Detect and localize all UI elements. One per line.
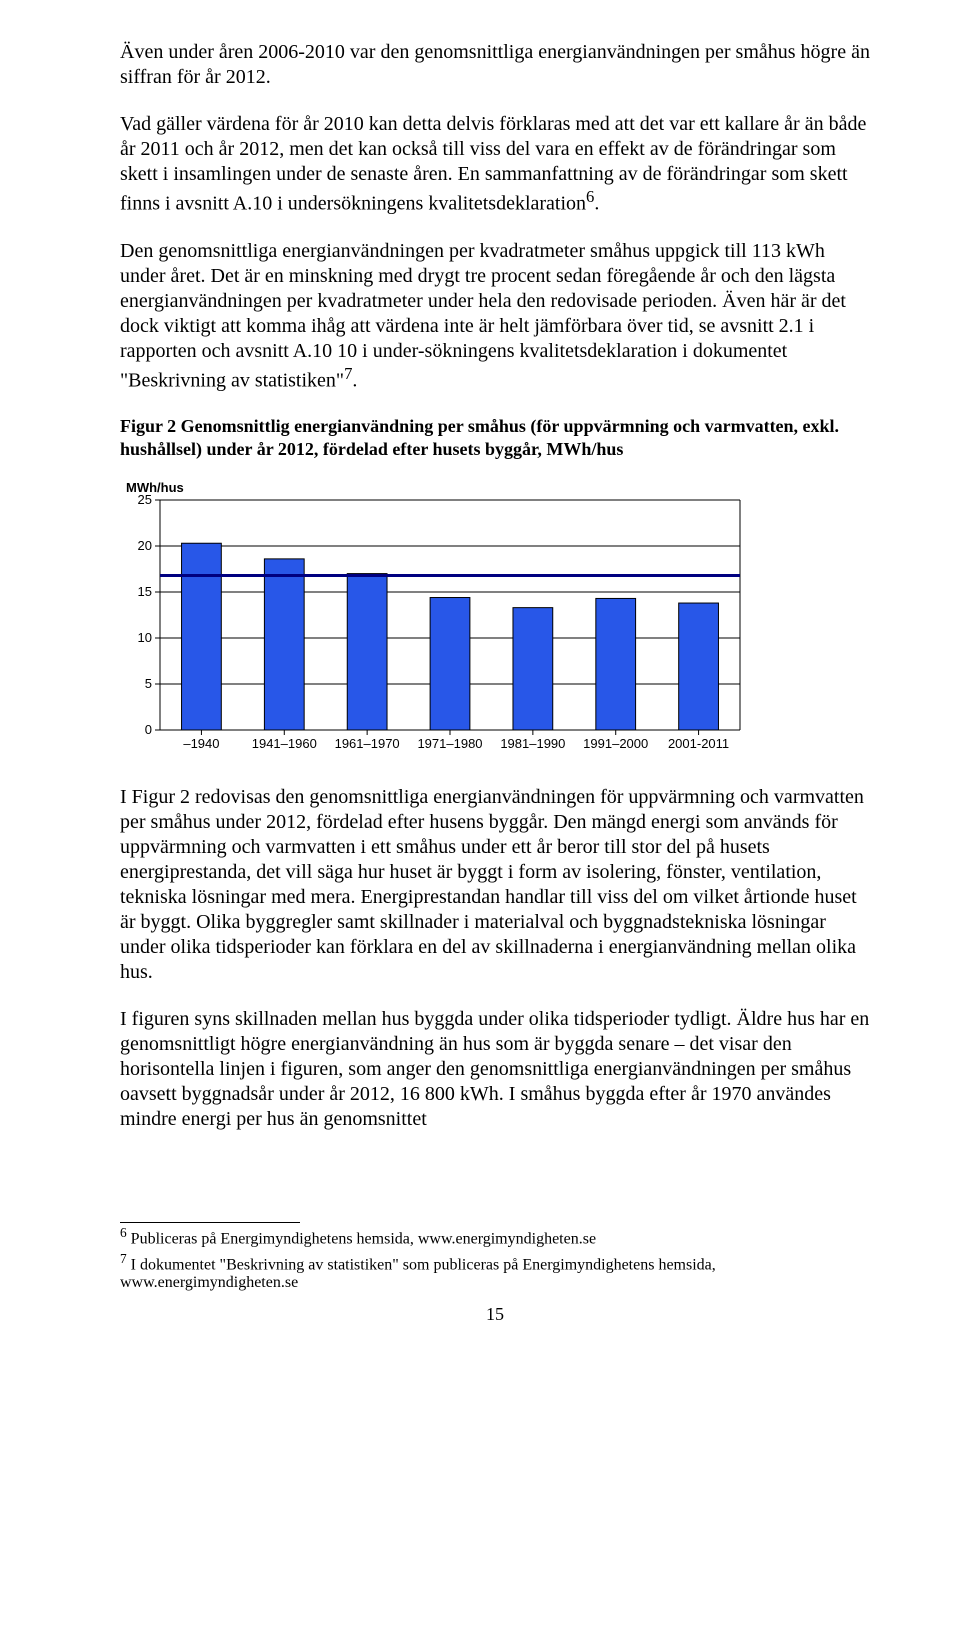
- paragraph-2-text-b: .: [594, 193, 599, 215]
- footnote-6-sup: 6: [120, 1225, 127, 1240]
- paragraph-3-text-a: Den genomsnittliga energianvändningen pe…: [120, 240, 846, 392]
- svg-text:5: 5: [145, 676, 152, 691]
- figure-2-chart: MWh/hus 0 5 10 15 20 25 –1940 1941–1960 1961–1970…: [120, 476, 870, 761]
- paragraph-2: Vad gäller värdena för år 2010 kan detta…: [120, 112, 870, 217]
- footnotes-block: 6 Publiceras på Energimyndighetens hemsi…: [120, 1225, 840, 1292]
- svg-text:1941–1960: 1941–1960: [252, 736, 317, 751]
- svg-text:20: 20: [138, 538, 152, 553]
- svg-text:25: 25: [138, 492, 152, 507]
- footnote-7-text: I dokumentet "Beskrivning av statistiken…: [120, 1256, 716, 1291]
- svg-text:15: 15: [138, 584, 152, 599]
- svg-text:1981–1990: 1981–1990: [500, 736, 565, 751]
- paragraph-2-text-a: Vad gäller värdena för år 2010 kan detta…: [120, 113, 866, 215]
- paragraph-1: Även under åren 2006-2010 var den genoms…: [120, 40, 870, 90]
- svg-text:–1940: –1940: [183, 736, 219, 751]
- svg-text:1961–1970: 1961–1970: [335, 736, 400, 751]
- footnote-7-sup: 7: [120, 1251, 127, 1266]
- figure-2-caption: Figur 2 Genomsnittlig energianvändning p…: [120, 415, 870, 460]
- paragraph-3-text-b: .: [352, 369, 357, 391]
- paragraph-4: I Figur 2 redovisas den genomsnittliga e…: [120, 785, 870, 985]
- document-page: Även under åren 2006-2010 var den genoms…: [0, 0, 960, 1355]
- paragraph-3: Den genomsnittliga energianvändningen pe…: [120, 239, 870, 394]
- footnote-7: 7 I dokumentet "Beskrivning av statistik…: [120, 1251, 840, 1292]
- svg-text:1991–2000: 1991–2000: [583, 736, 648, 751]
- paragraph-5: I figuren syns skillnaden mellan hus byg…: [120, 1007, 870, 1132]
- svg-text:2001-2011: 2001-2011: [668, 736, 729, 751]
- svg-text:1971–1980: 1971–1980: [417, 736, 482, 751]
- bar-chart-svg: MWh/hus 0 5 10 15 20 25 –1940 1941–1960 1961–1970…: [120, 476, 750, 756]
- svg-text:10: 10: [138, 630, 152, 645]
- footnote-6: 6 Publiceras på Energimyndighetens hemsi…: [120, 1225, 840, 1248]
- page-number: 15: [120, 1304, 870, 1325]
- svg-text:MWh/hus: MWh/hus: [126, 480, 184, 495]
- svg-text:0: 0: [145, 722, 152, 737]
- footnote-6-text: Publiceras på Energimyndighetens hemsida…: [127, 1231, 596, 1248]
